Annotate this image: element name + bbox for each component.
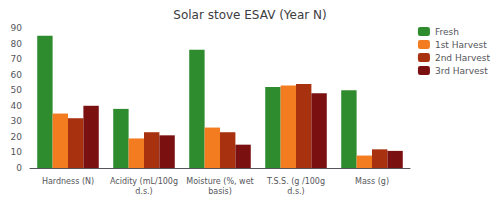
svg-text:Acidity (mL/100g: Acidity (mL/100g [110, 177, 178, 186]
svg-text:Solar stove ESAV (Year N): Solar stove ESAV (Year N) [173, 8, 326, 22]
svg-text:3rd Harvest: 3rd Harvest [435, 66, 488, 76]
svg-text:Fresh: Fresh [435, 27, 459, 37]
svg-text:Mass (g): Mass (g) [355, 177, 389, 186]
svg-text:20: 20 [11, 132, 23, 142]
svg-text:50: 50 [11, 85, 23, 95]
svg-text:80: 80 [11, 39, 23, 49]
svg-text:70: 70 [11, 54, 23, 64]
svg-text:0: 0 [16, 163, 22, 173]
svg-text:10: 10 [11, 147, 23, 157]
svg-text:90: 90 [11, 23, 23, 33]
svg-text:60: 60 [11, 70, 23, 80]
svg-text:basis): basis) [208, 187, 232, 196]
svg-text:40: 40 [11, 101, 23, 111]
svg-text:d.s.): d.s.) [135, 187, 152, 196]
svg-text:d.s.): d.s.) [287, 187, 304, 196]
svg-text:30: 30 [11, 116, 23, 126]
svg-text:Moisture (%, wet: Moisture (%, wet [186, 177, 253, 186]
svg-text:T.S.S. (g /100g: T.S.S. (g /100g [266, 177, 325, 186]
svg-text:2nd Harvest: 2nd Harvest [435, 53, 491, 63]
svg-text:1st Harvest: 1st Harvest [435, 40, 487, 50]
svg-text:Hardness (N): Hardness (N) [42, 177, 94, 186]
